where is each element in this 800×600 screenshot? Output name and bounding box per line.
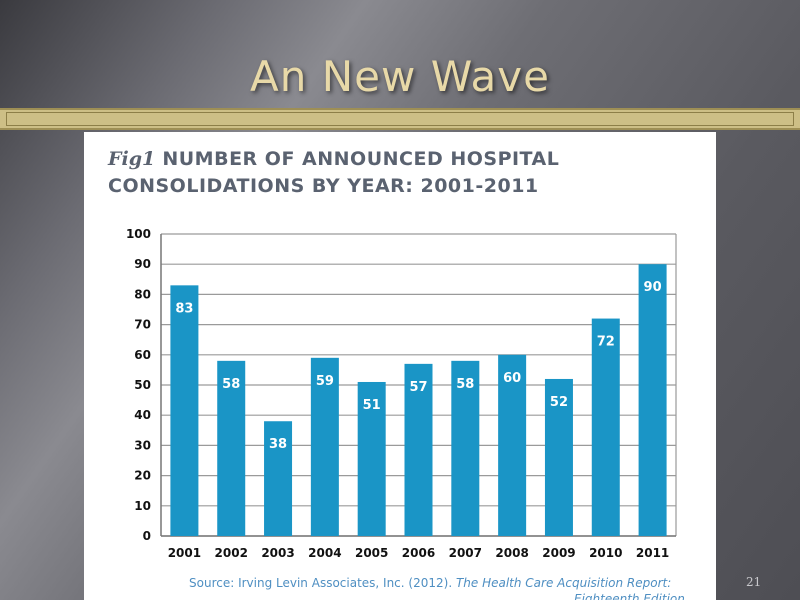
figure-title-line1: NUMBER OF ANNOUNCED HOSPITAL	[162, 148, 560, 170]
bar-value-label: 52	[550, 395, 568, 410]
bar-value-label: 72	[597, 335, 615, 350]
x-tick-label: 2008	[495, 546, 528, 560]
y-tick-label: 20	[134, 469, 151, 483]
y-tick-label: 80	[134, 287, 151, 301]
figure-source: Source: Irving Levin Associates, Inc. (2…	[189, 575, 709, 600]
x-tick-label: 2006	[402, 546, 435, 560]
bar-value-label: 57	[409, 380, 427, 395]
x-tick-label: 2001	[168, 546, 201, 560]
page-number: 21	[746, 575, 762, 589]
x-tick-label: 2002	[215, 546, 248, 560]
figure-label: Fig1	[108, 148, 156, 170]
y-tick-label: 30	[134, 438, 151, 452]
y-tick-label: 40	[134, 408, 151, 422]
y-tick-label: 90	[134, 257, 151, 271]
source-line2: Eighteenth Edition	[574, 592, 685, 600]
bar	[544, 378, 573, 536]
x-tick-label: 2004	[308, 546, 341, 560]
bar	[357, 381, 386, 536]
bar-value-label: 38	[269, 437, 287, 452]
bar-value-label: 83	[175, 301, 193, 316]
figure-title: Fig1 NUMBER OF ANNOUNCED HOSPITAL CONSOL…	[108, 146, 688, 200]
bar-value-label: 51	[363, 398, 381, 413]
y-tick-label: 0	[143, 529, 151, 543]
bar	[217, 360, 246, 536]
bar	[498, 354, 527, 536]
source-prefix: Source: Irving Levin Associates, Inc. (2…	[189, 576, 456, 590]
bar	[170, 285, 199, 536]
bar	[310, 357, 339, 536]
bar	[591, 318, 620, 536]
bar-value-label: 58	[222, 377, 240, 392]
y-tick-label: 70	[134, 318, 151, 332]
y-tick-label: 100	[126, 227, 151, 241]
bar	[638, 264, 667, 536]
bar-chart: 0 10 20 30 40 50 60 70 80 90 100 83 2001 58 2002 38 2003…	[126, 227, 677, 560]
bar-value-label: 90	[644, 280, 662, 295]
bar	[404, 363, 433, 536]
bar-value-label: 58	[456, 377, 474, 392]
y-tick-label: 10	[134, 499, 151, 513]
x-tick-label: 2003	[261, 546, 294, 560]
title-divider-inner	[6, 112, 794, 126]
slide-title: An New Wave	[250, 52, 550, 101]
x-tick-label: 2010	[589, 546, 622, 560]
bar	[264, 421, 293, 536]
y-tick-label: 50	[134, 378, 151, 392]
figure-title-line2: CONSOLIDATIONS BY YEAR: 2001-2011	[108, 175, 539, 197]
bar-value-label: 59	[316, 374, 334, 389]
x-tick-label: 2005	[355, 546, 388, 560]
title-divider-bar	[0, 108, 800, 130]
y-tick-label: 60	[134, 348, 151, 362]
x-tick-label: 2011	[636, 546, 669, 560]
source-title: The Health Care Acquisition Report:	[455, 576, 672, 590]
x-tick-label: 2007	[449, 546, 482, 560]
figure-panel: Fig1 NUMBER OF ANNOUNCED HOSPITAL CONSOL…	[84, 132, 716, 600]
bar	[451, 360, 480, 536]
bar-value-label: 60	[503, 371, 521, 386]
x-tick-label: 2009	[542, 546, 575, 560]
